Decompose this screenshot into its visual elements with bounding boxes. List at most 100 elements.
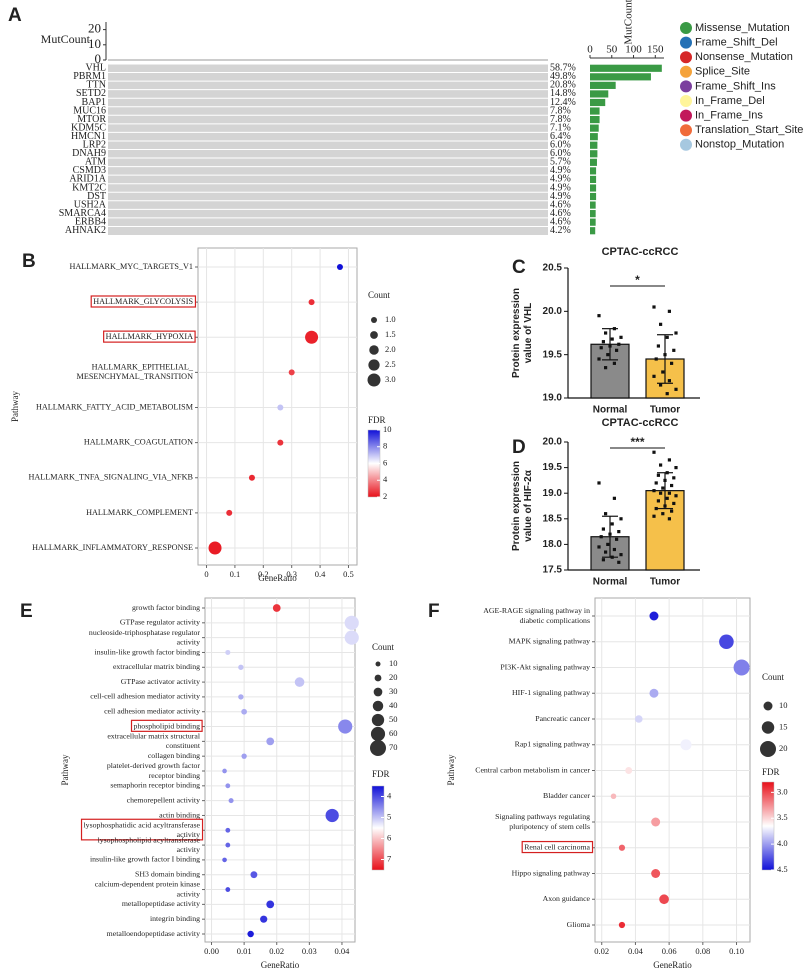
category-label: HALLMARK_HYPOXIA [106, 332, 193, 341]
gene-label: SETD2 [76, 88, 106, 99]
gene-label: MUC16 [73, 105, 106, 116]
legend-dot [371, 713, 385, 727]
category-label: insulin-like growth factor binding [95, 647, 201, 656]
data-point [597, 357, 601, 361]
data-point [661, 512, 665, 516]
x-tick-label: 100 [625, 44, 642, 56]
percent-label: 4.9% [550, 165, 571, 176]
y-axis-title: Pathway [60, 754, 70, 785]
data-point [599, 535, 603, 539]
category-label: Axon guidance [543, 894, 591, 903]
gene-bar [590, 158, 597, 166]
category-label: insulin-like growth factor I binding [90, 855, 200, 864]
data-point [597, 545, 601, 549]
category-label-line: activity [177, 845, 200, 854]
category-label-line: lysophosphatidic acid acyltransferase [84, 820, 201, 829]
category-label: HALLMARK_FATTY_ACID_METABOLISM [36, 402, 194, 411]
category-label: AGE-RAGE signaling pathway in diabetic co… [483, 606, 590, 625]
data-point [612, 361, 616, 365]
category-label-line: activity [177, 637, 200, 646]
data-point [615, 537, 619, 541]
legend-swatch [680, 109, 692, 122]
category-label-line: extracellular matrix structural [107, 731, 200, 740]
data-point [667, 379, 671, 383]
legend-label: In_Frame_Del [695, 95, 765, 107]
color-tick-label: 3.5 [777, 812, 788, 822]
gene-bar [590, 218, 596, 226]
category-label-line: diabetic complications [520, 616, 590, 625]
category-label: HALLMARK_GLYCOLYSIS [93, 297, 193, 306]
category-label-line: MESENCHYMAL_TRANSITION [77, 372, 194, 381]
data-point [672, 476, 676, 480]
gene-label: KMT2C [72, 182, 106, 193]
dot [226, 509, 233, 516]
category-label-line: receptor binding [149, 771, 200, 780]
percent-label: 4.9% [550, 182, 571, 193]
color-tick-label: 7 [387, 853, 391, 863]
legend-title: FDR [372, 769, 390, 779]
category-label-line: HALLMARK_EPITHELIAL_ [92, 362, 194, 371]
data-point [617, 560, 621, 564]
legend-title: FDR [762, 767, 780, 777]
category-label: GTPase activator activity [121, 677, 200, 686]
data-point [661, 486, 665, 490]
data-point [652, 450, 656, 454]
dot [308, 299, 315, 306]
gene-label: AHNAK2 [65, 225, 106, 236]
category-label: HALLMARK_INFLAMMATORY_RESPONSE [32, 543, 193, 552]
legend-label: Frame_Shift_Del [695, 37, 778, 49]
y-tick-label: 20.5 [543, 263, 563, 274]
x-tick-label: 0.5 [343, 569, 354, 579]
category-label: HALLMARK_COMPLEMENT [86, 508, 193, 517]
percent-label: 4.6% [550, 216, 571, 227]
y-axis-title-line: value of VHL [523, 303, 534, 364]
category-label-line: Signaling pathways regulating [495, 812, 590, 821]
data-point [667, 517, 671, 521]
data-point [606, 353, 610, 357]
legend-title: FDR [368, 415, 386, 425]
x-tick-label: Tumor [650, 405, 680, 416]
category-label: semaphorin receptor binding [110, 781, 200, 790]
dot [208, 541, 222, 555]
legend-dot [370, 740, 386, 756]
legend-swatch [680, 36, 692, 49]
x-tick-label: 50 [606, 44, 618, 56]
color-tick-label: 4.0 [777, 838, 788, 848]
category-label: cell-cell adhesion mediator activity [90, 692, 200, 701]
dot [250, 871, 258, 879]
dot [618, 844, 626, 851]
legend-dot [372, 700, 384, 712]
dot [625, 767, 633, 774]
data-point [615, 348, 619, 352]
legend-dot [368, 359, 380, 371]
y-axis-title: Protein expressionvalue of VHL [511, 288, 534, 378]
legend-label: 2.5 [385, 359, 396, 369]
percent-label: 5.7% [550, 157, 571, 168]
y-axis-title-line: Protein expression [511, 461, 522, 551]
data-point [652, 489, 656, 493]
color-tick-label: 8 [383, 441, 387, 451]
legend-dot [375, 661, 381, 667]
data-point [656, 473, 660, 477]
data-point [667, 491, 671, 495]
data-point [670, 483, 674, 488]
gene-label: MTOR [77, 114, 106, 125]
dot [228, 798, 234, 804]
data-point [661, 370, 665, 374]
category-label-line: constituent [166, 741, 201, 750]
dot [222, 857, 227, 863]
legend-dot [370, 331, 378, 339]
y-tick-label: 19.5 [543, 462, 563, 473]
dot [680, 739, 692, 751]
percent-label: 12.4% [550, 97, 576, 108]
legend-title: Count [762, 672, 785, 682]
legend-label: 1.5 [385, 329, 396, 339]
legend-label: 10 [389, 658, 398, 668]
dot [305, 330, 319, 344]
data-point [659, 463, 663, 467]
highlight-box [80, 818, 204, 841]
category-label-line: activity [177, 830, 200, 839]
dot [649, 688, 659, 698]
y-axis-title-line: Protein expression [511, 288, 522, 378]
